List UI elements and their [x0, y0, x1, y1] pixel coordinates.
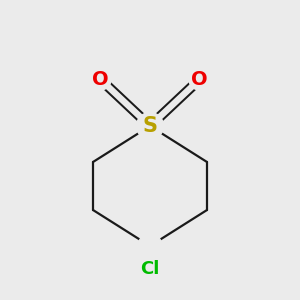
Circle shape: [136, 112, 164, 140]
Text: Cl: Cl: [140, 260, 160, 278]
Circle shape: [189, 69, 210, 90]
Circle shape: [90, 69, 111, 90]
Text: O: O: [191, 70, 208, 89]
Circle shape: [138, 234, 162, 258]
Text: S: S: [142, 116, 158, 136]
Text: O: O: [92, 70, 109, 89]
